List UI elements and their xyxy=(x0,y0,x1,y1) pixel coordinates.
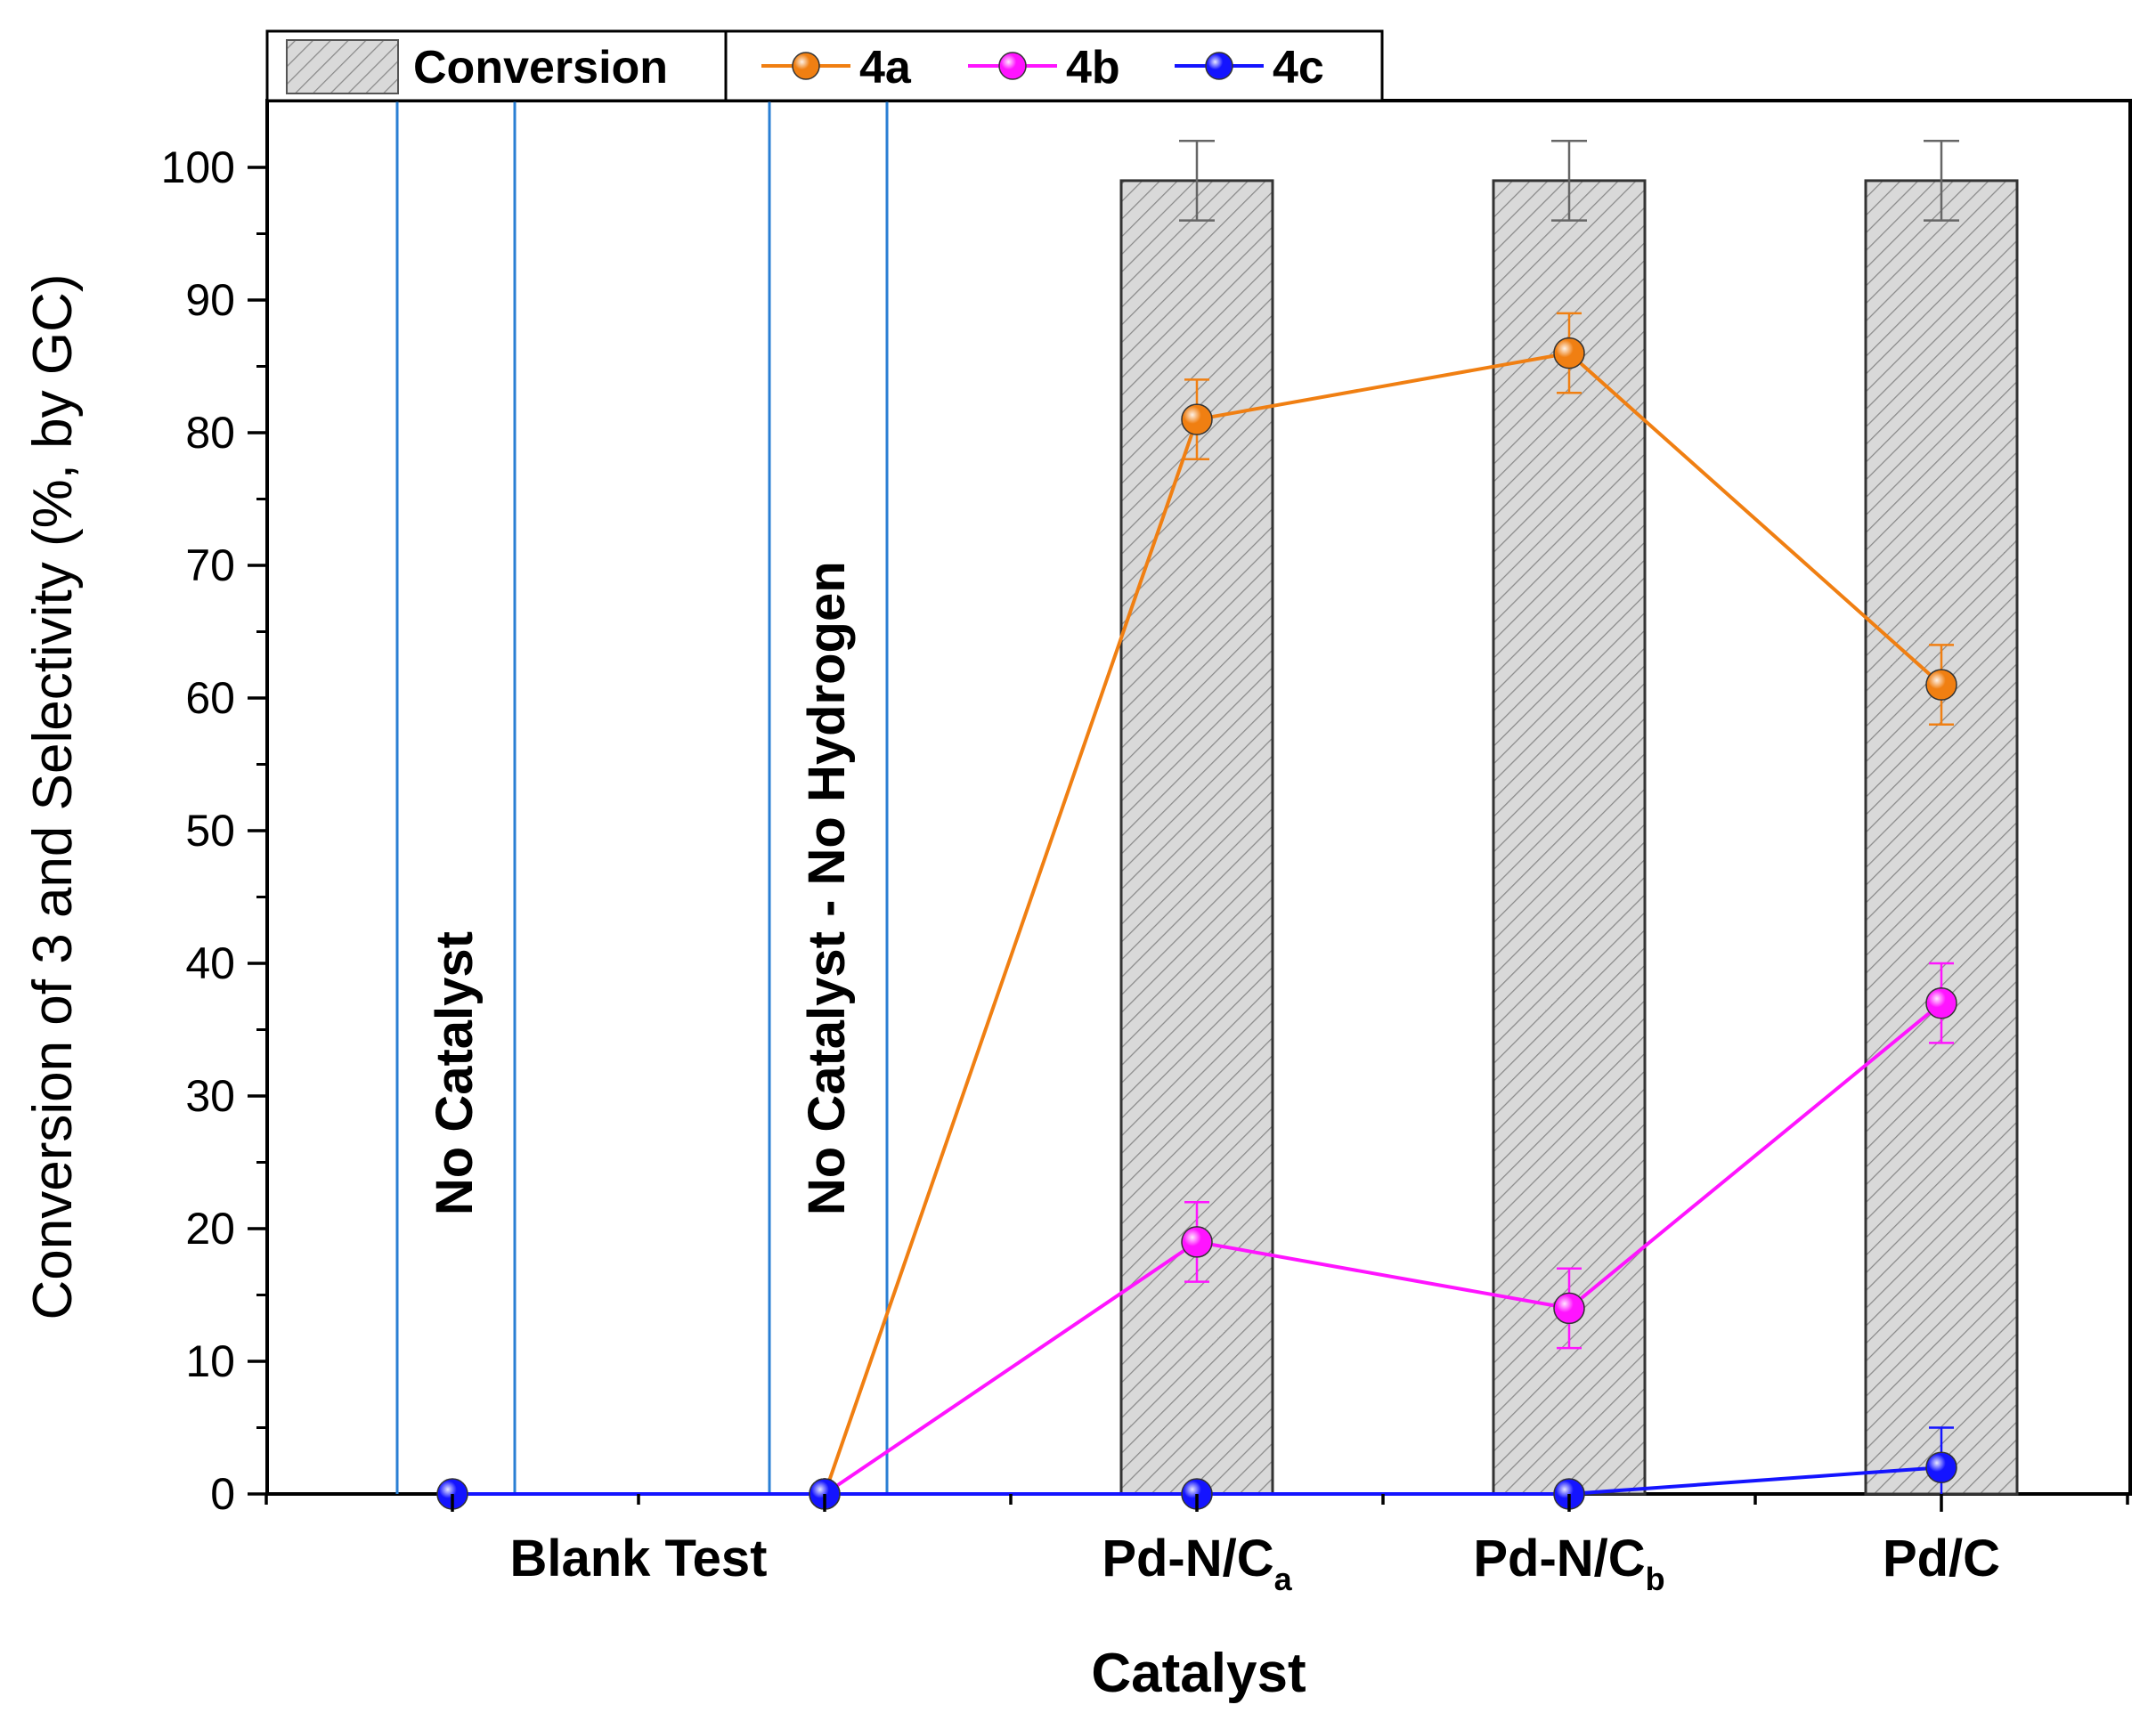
legend-label-4b: 4b xyxy=(1066,42,1120,93)
legend-label-4c: 4c xyxy=(1273,42,1324,93)
x-category-main: Blank Test xyxy=(509,1530,767,1587)
x-axis-title: Catalyst xyxy=(1091,1643,1306,1704)
series-point-shine xyxy=(1926,987,1957,1019)
conversion-bar xyxy=(1864,179,2019,1496)
series-line-4a xyxy=(823,351,1943,1495)
x-category-main: Pd/C xyxy=(1883,1530,2000,1587)
legend: Conversion 4a 4b 4c xyxy=(265,29,1384,102)
y-tick-label: 40 xyxy=(185,938,235,988)
y-tick-label: 30 xyxy=(185,1071,235,1121)
x-category-subscript: b xyxy=(1646,1561,1665,1597)
annotation-text: No Catalyst - No Hydrogen xyxy=(798,561,856,1215)
x-category-label: Pd/C xyxy=(1883,1530,2000,1587)
series-point-shine xyxy=(1182,1226,1212,1257)
legend-bar-label: Conversion xyxy=(413,42,668,93)
series-point-shine xyxy=(1182,404,1212,435)
legend-bar-swatch xyxy=(286,39,399,94)
legend-marker-shine xyxy=(793,53,819,79)
conversion-bars xyxy=(1119,139,2019,1496)
series-4a xyxy=(809,312,1957,1510)
series-point-shine xyxy=(1554,337,1584,369)
series-point-shine xyxy=(1554,1293,1584,1324)
y-tick-label: 10 xyxy=(185,1336,235,1386)
x-category-label: Pd-N/Cb xyxy=(1473,1530,1664,1597)
y-tick-label: 0 xyxy=(210,1469,235,1519)
x-category-main: Pd-N/C xyxy=(1102,1530,1273,1587)
x-category-subscript: a xyxy=(1274,1561,1293,1597)
y-tick-label: 90 xyxy=(185,275,235,325)
y-axis-title: Conversion of 3 and Selectivity (%, by G… xyxy=(22,273,84,1319)
annotation-lines: No Catalyst No Catalyst - No Hydrogen xyxy=(395,101,889,1494)
y-tick-label: 60 xyxy=(185,673,235,723)
series-line-4b xyxy=(823,1002,1943,1496)
x-category-main: Pd-N/C xyxy=(1473,1530,1645,1587)
y-tick-label: 80 xyxy=(185,408,235,458)
series-point-shine xyxy=(1926,670,1957,701)
conversion-bar xyxy=(1119,179,1274,1496)
y-tick-label: 100 xyxy=(161,142,235,192)
legend-marker-shine xyxy=(1206,53,1233,79)
y-tick-label: 50 xyxy=(185,806,235,856)
y-tick-label: 20 xyxy=(185,1204,235,1254)
x-category-label: Pd-N/Ca xyxy=(1102,1530,1292,1597)
legend-marker-shine xyxy=(999,53,1026,79)
annotation-text: No Catalyst xyxy=(426,931,484,1215)
series-point-shine xyxy=(1926,1452,1957,1483)
x-category-label: Blank Test xyxy=(509,1530,767,1587)
y-tick-label: 70 xyxy=(185,540,235,590)
legend-label-4a: 4a xyxy=(859,42,912,93)
